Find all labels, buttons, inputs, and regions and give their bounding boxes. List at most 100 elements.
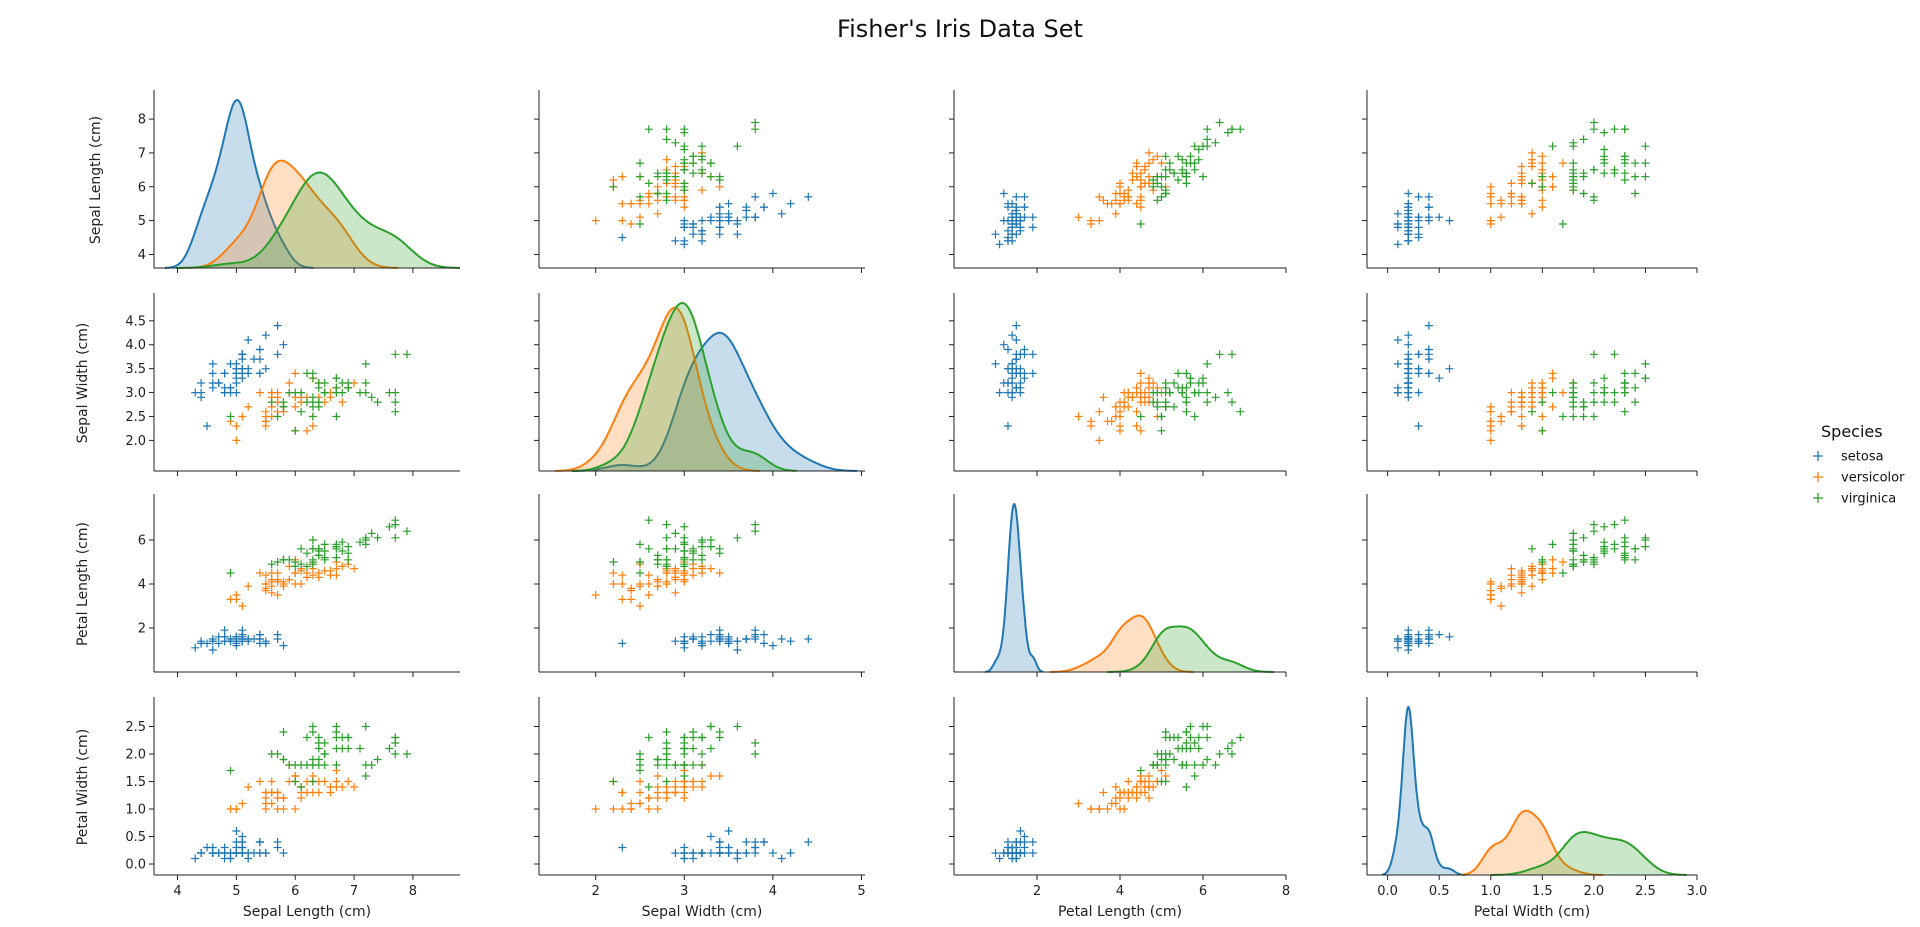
- point-virginica: [1194, 379, 1203, 387]
- panel-sepal-length-vs-petal-width: [1362, 90, 1698, 273]
- point-versicolor: [609, 569, 618, 577]
- x-tick-label: 0.0: [1377, 884, 1398, 899]
- point-setosa: [999, 189, 1008, 198]
- point-setosa: [220, 369, 229, 378]
- point-virginica: [1600, 398, 1609, 407]
- point-versicolor: [1528, 162, 1536, 171]
- point-virginica: [1579, 135, 1588, 144]
- point-virginica: [1157, 192, 1166, 201]
- point-versicolor: [653, 772, 662, 780]
- point-versicolor: [636, 777, 644, 786]
- point-virginica: [344, 383, 353, 392]
- point-virginica: [1136, 766, 1145, 775]
- point-setosa: [250, 635, 258, 643]
- point-setosa: [680, 236, 689, 245]
- legend-marker-setosa: [1813, 451, 1823, 461]
- point-virginica: [1620, 379, 1629, 387]
- legend: Species setosa versicolor virginica: [1813, 422, 1905, 507]
- point-virginica: [662, 520, 671, 529]
- series-virginica: [226, 722, 411, 791]
- point-virginica: [1600, 549, 1609, 558]
- point-setosa: [232, 849, 241, 857]
- x-tick-label: 4: [1116, 884, 1124, 899]
- point-versicolor: [1517, 176, 1526, 184]
- point-virginica: [303, 562, 311, 571]
- point-setosa: [1004, 422, 1012, 430]
- point-versicolor: [1497, 584, 1506, 593]
- chart-title: Fisher's Iris Data Set: [837, 15, 1083, 43]
- point-setosa: [203, 843, 211, 852]
- point-virginica: [373, 533, 382, 542]
- kde-area-versicolor: [186, 160, 399, 268]
- point-setosa: [244, 336, 253, 344]
- point-setosa: [232, 388, 241, 397]
- point-setosa: [777, 209, 786, 218]
- point-setosa: [232, 637, 241, 646]
- point-versicolor: [1128, 169, 1137, 178]
- point-versicolor: [1128, 176, 1137, 184]
- point-setosa: [618, 233, 627, 242]
- point-virginica: [662, 533, 671, 542]
- panel-sepal-width-vs-sepal-length: 2.0 2.5 3.0 3.5 4.0 4.5 Sepal Width (cm): [75, 293, 460, 476]
- point-versicolor: [1538, 196, 1547, 205]
- kde-line-versicolor: [1460, 809, 1603, 876]
- point-versicolor: [644, 571, 653, 580]
- point-virginica: [662, 544, 671, 553]
- point-versicolor: [591, 216, 600, 225]
- series-versicolor: [1074, 761, 1170, 813]
- point-virginica: [1153, 750, 1162, 758]
- point-virginica: [291, 777, 300, 786]
- point-versicolor: [591, 591, 600, 599]
- point-virginica: [1149, 176, 1158, 184]
- point-setosa: [208, 849, 217, 857]
- point-versicolor: [1136, 369, 1145, 378]
- kde-line-versicolor: [555, 306, 761, 472]
- point-virginica: [391, 533, 400, 542]
- point-versicolor: [255, 569, 264, 577]
- panel-petal-width-vs-petal-width: 0.0 0.5 1.0 1.5 2.0 2.5 3.0 Petal Width (cm): [1362, 697, 1707, 920]
- point-virginica: [1569, 142, 1578, 151]
- point-virginica: [314, 761, 323, 769]
- point-virginica: [1178, 761, 1187, 769]
- point-virginica: [1641, 359, 1650, 368]
- point-setosa: [742, 213, 751, 222]
- point-virginica: [361, 722, 370, 731]
- point-virginica: [1600, 159, 1609, 168]
- point-virginica: [385, 744, 394, 753]
- point-versicolor: [1116, 199, 1124, 208]
- point-virginica: [332, 744, 341, 753]
- point-virginica: [1215, 118, 1224, 127]
- point-virginica: [680, 750, 689, 758]
- point-setosa: [1445, 364, 1454, 373]
- y-tick-label: 1.0: [125, 803, 146, 818]
- point-setosa: [1012, 369, 1021, 378]
- point-versicolor: [1507, 199, 1516, 208]
- point-virginica: [1182, 172, 1191, 181]
- point-virginica: [297, 407, 306, 416]
- point-versicolor: [261, 794, 270, 802]
- point-setosa: [671, 236, 680, 245]
- point-setosa: [1008, 331, 1017, 340]
- point-setosa: [1414, 388, 1423, 397]
- point-virginica: [1589, 388, 1598, 397]
- x-tick-label: 7: [350, 884, 358, 899]
- point-virginica: [1190, 772, 1199, 780]
- point-setosa: [1004, 236, 1012, 245]
- x-tick-label: 1.5: [1532, 884, 1553, 899]
- point-versicolor: [1099, 196, 1108, 205]
- point-setosa: [804, 838, 813, 846]
- point-virginica: [680, 533, 689, 542]
- point-virginica: [338, 379, 347, 387]
- legend-items: setosa versicolor virginica: [1813, 450, 1905, 507]
- panel-sepal-width-vs-sepal-width: [534, 293, 865, 476]
- point-versicolor: [715, 772, 724, 780]
- kde-area-setosa: [1382, 707, 1466, 875]
- point-setosa: [226, 383, 235, 392]
- point-virginica: [1538, 555, 1547, 564]
- point-virginica: [1186, 152, 1195, 161]
- point-setosa: [1414, 216, 1423, 225]
- point-setosa: [742, 849, 751, 857]
- point-virginica: [226, 412, 235, 421]
- point-setosa: [751, 192, 760, 201]
- point-versicolor: [1116, 189, 1124, 198]
